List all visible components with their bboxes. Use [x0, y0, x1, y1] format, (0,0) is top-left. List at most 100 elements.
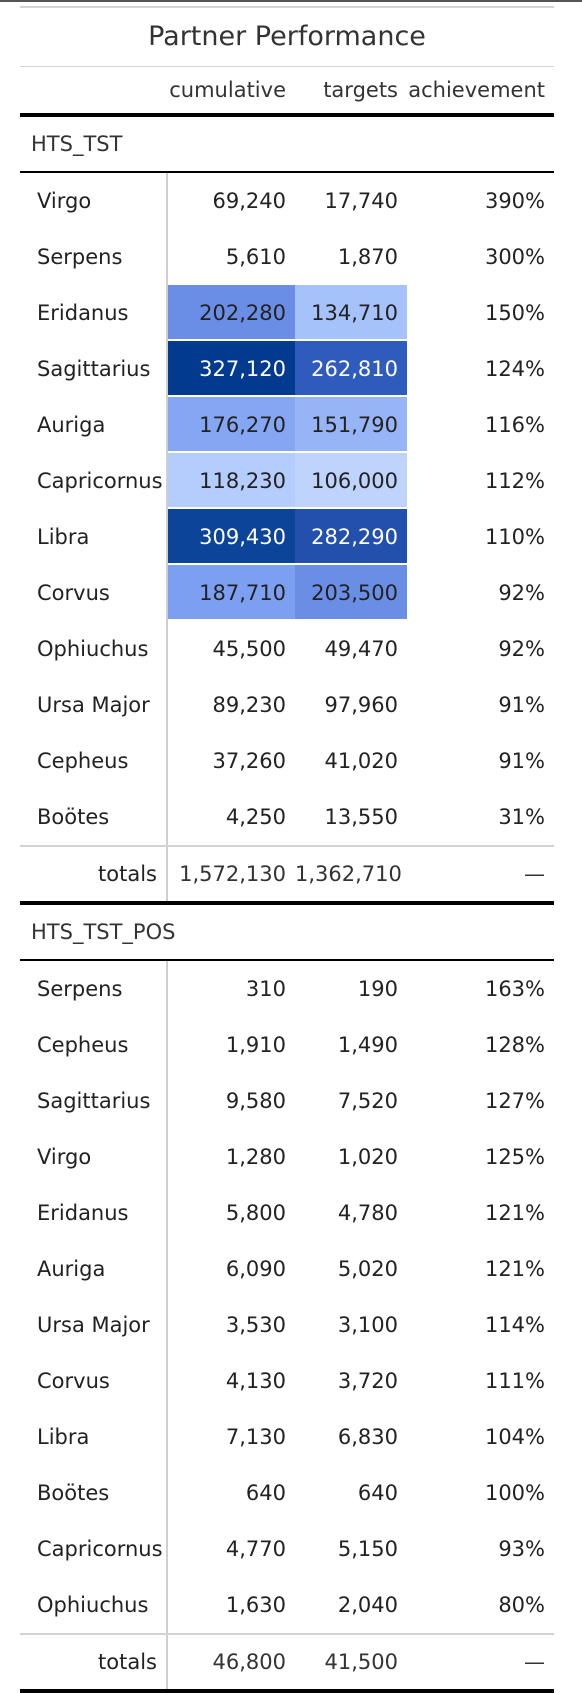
achievement-cell: 80% — [498, 1593, 545, 1617]
table-row: Serpens 310 190 163% — [20, 961, 554, 1017]
table-row: Auriga 176,270 151,790 116% — [20, 397, 554, 453]
totals-row: totals 1,572,130 1,362,710 — — [20, 845, 554, 901]
cumulative-cell: 7,130 — [225, 1425, 286, 1449]
cumulative-cell: 6,090 — [225, 1257, 286, 1281]
totals-cumulative: 46,800 — [212, 1650, 286, 1674]
title-rule — [20, 66, 554, 67]
cumulative-cell: 3,530 — [225, 1313, 286, 1337]
group-header: HTS_TST — [31, 132, 123, 156]
cumulative-cell: 4,770 — [225, 1537, 286, 1561]
table-row: Cepheus 1,910 1,490 128% — [20, 1017, 554, 1073]
cumulative-cell: 4,130 — [225, 1369, 286, 1393]
table-row: Libra 309,430 282,290 110% — [20, 509, 554, 565]
partner-cell: Auriga — [20, 397, 168, 453]
cumulative-cell: 9,580 — [225, 1089, 286, 1113]
achievement-cell: 114% — [484, 1313, 545, 1337]
partner-cell: Cepheus — [20, 1017, 168, 1073]
column-header-cumulative: cumulative — [169, 78, 286, 102]
table-row: Serpens 5,610 1,870 300% — [20, 229, 554, 285]
group-rule — [20, 959, 554, 961]
table-row: Boötes 640 640 100% — [20, 1465, 554, 1521]
column-header-targets: targets — [323, 78, 398, 102]
partner-cell: Eridanus — [20, 285, 168, 341]
table-row: Capricornus 4,770 5,150 93% — [20, 1521, 554, 1577]
table-row: Ophiuchus 45,500 49,470 92% — [20, 621, 554, 677]
achievement-cell: 92% — [498, 637, 545, 661]
cumulative-cell: 37,260 — [212, 749, 286, 773]
table-row: Capricornus 118,230 106,000 112% — [20, 453, 554, 509]
table-row: Virgo 69,240 17,740 390% — [20, 173, 554, 229]
cumulative-cell: 89,230 — [212, 693, 286, 717]
targets-cell: 262,810 — [295, 341, 407, 397]
achievement-cell: 110% — [484, 525, 545, 549]
table-row: Sagittarius 9,580 7,520 127% — [20, 1073, 554, 1129]
table-row: Ophiuchus 1,630 2,040 80% — [20, 1577, 554, 1633]
totals-targets: 41,500 — [324, 1650, 398, 1674]
achievement-cell: 112% — [484, 469, 545, 493]
achievement-cell: 91% — [498, 693, 545, 717]
targets-cell: 1,490 — [337, 1033, 398, 1057]
targets-cell: 203,500 — [295, 565, 407, 621]
targets-cell: 13,550 — [324, 805, 398, 829]
achievement-cell: 116% — [484, 413, 545, 437]
partner-cell: Corvus — [20, 565, 168, 621]
achievement-cell: 91% — [498, 749, 545, 773]
table-row: Virgo 1,280 1,020 125% — [20, 1129, 554, 1185]
cumulative-cell: 310 — [245, 977, 286, 1001]
partner-cell: Boötes — [20, 1465, 168, 1521]
cumulative-cell: 309,430 — [168, 509, 295, 565]
partner-cell: Cepheus — [20, 733, 168, 789]
achievement-cell: 300% — [484, 245, 545, 269]
achievement-cell: 127% — [484, 1089, 545, 1113]
header-top-rule — [20, 6, 554, 8]
table-row: Eridanus 5,800 4,780 121% — [20, 1185, 554, 1241]
table-row: Ursa Major 89,230 97,960 91% — [20, 677, 554, 733]
table-row: Eridanus 202,280 134,710 150% — [20, 285, 554, 341]
group-bottom-thick-rule — [20, 1689, 554, 1693]
targets-cell: 3,100 — [337, 1313, 398, 1337]
cumulative-cell: 69,240 — [212, 189, 286, 213]
achievement-cell: 125% — [484, 1145, 545, 1169]
table-row: Boötes 4,250 13,550 31% — [20, 789, 554, 845]
cumulative-cell: 187,710 — [168, 565, 295, 621]
achievement-cell: 150% — [484, 301, 545, 325]
targets-cell: 17,740 — [324, 189, 398, 213]
header-thick-rule — [20, 113, 554, 117]
targets-cell: 134,710 — [295, 285, 407, 341]
group-bottom-thick-rule — [20, 901, 554, 905]
achievement-cell: 92% — [498, 581, 545, 605]
achievement-cell: 390% — [484, 189, 545, 213]
achievement-cell: 104% — [484, 1425, 545, 1449]
partner-cell: Virgo — [20, 1129, 168, 1185]
partner-cell: Corvus — [20, 1353, 168, 1409]
achievement-cell: 124% — [484, 357, 545, 381]
totals-achievement: — — [524, 1650, 545, 1674]
totals-label: totals — [20, 1635, 168, 1689]
partner-cell: Serpens — [20, 961, 168, 1017]
totals-targets: 1,362,710 — [295, 862, 402, 886]
cumulative-cell: 4,250 — [225, 805, 286, 829]
column-header-achievement: achievement — [408, 78, 545, 102]
partner-cell: Sagittarius — [20, 341, 168, 397]
table-row: Ursa Major 3,530 3,100 114% — [20, 1297, 554, 1353]
targets-cell: 640 — [357, 1481, 398, 1505]
achievement-cell: 163% — [484, 977, 545, 1001]
partner-cell: Sagittarius — [20, 1073, 168, 1129]
partner-cell: Serpens — [20, 229, 168, 285]
targets-cell: 3,720 — [337, 1369, 398, 1393]
totals-achievement: — — [524, 862, 545, 886]
cumulative-cell: 1,910 — [225, 1033, 286, 1057]
partner-cell: Capricornus — [20, 1521, 168, 1577]
targets-cell: 97,960 — [324, 693, 398, 717]
targets-cell: 2,040 — [337, 1593, 398, 1617]
partner-cell: Ursa Major — [20, 1297, 168, 1353]
achievement-cell: 31% — [498, 805, 545, 829]
targets-cell: 282,290 — [295, 509, 407, 565]
table-row: Corvus 187,710 203,500 92% — [20, 565, 554, 621]
totals-label: totals — [20, 847, 168, 901]
targets-cell: 190 — [357, 977, 398, 1001]
table-row: Cepheus 37,260 41,020 91% — [20, 733, 554, 789]
partner-cell: Libra — [20, 1409, 168, 1465]
achievement-cell: 111% — [484, 1369, 545, 1393]
table-row: Libra 7,130 6,830 104% — [20, 1409, 554, 1465]
